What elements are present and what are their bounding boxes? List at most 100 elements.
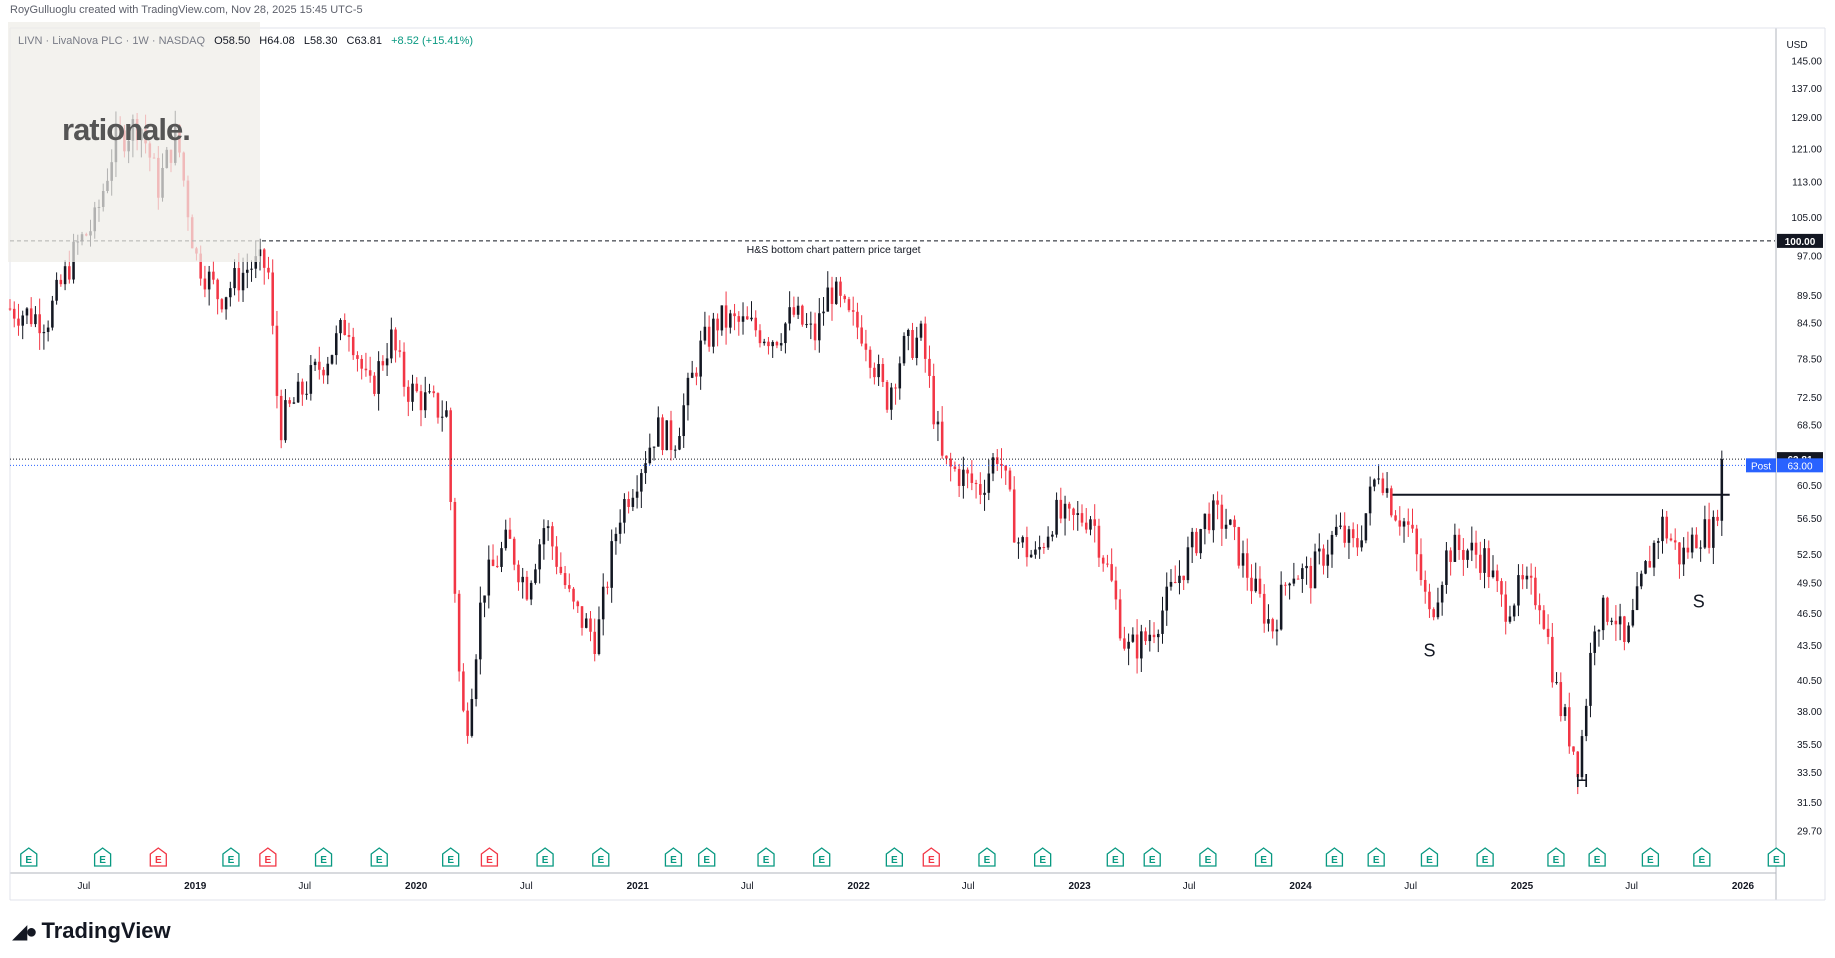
candle-body	[1343, 525, 1346, 543]
candle-body	[1084, 522, 1088, 530]
candle-body	[703, 326, 707, 341]
candle-body	[534, 569, 537, 583]
candle-body	[1534, 577, 1537, 606]
earnings-icon[interactable]: E	[1420, 847, 1439, 867]
candle-body	[1275, 629, 1279, 632]
earnings-icon[interactable]: E	[757, 847, 775, 867]
earnings-icon[interactable]: E	[1199, 847, 1217, 867]
earnings-icon-letter: E	[1553, 855, 1560, 866]
candle-body	[1076, 513, 1080, 515]
candle-body	[25, 308, 29, 316]
earnings-icon[interactable]: E	[1476, 847, 1494, 867]
earnings-icon[interactable]: E	[222, 847, 240, 867]
earnings-icon[interactable]: E	[813, 847, 831, 867]
price-tick-label: 31.50	[1797, 798, 1822, 809]
earnings-icon[interactable]: E	[885, 847, 904, 867]
earnings-icon[interactable]: E	[536, 847, 554, 867]
earnings-icon[interactable]: E	[922, 847, 940, 867]
earnings-icon[interactable]: E	[1254, 847, 1273, 867]
candle-body	[991, 457, 995, 474]
earnings-icon[interactable]: E	[1588, 847, 1606, 867]
candle-body	[1364, 513, 1368, 541]
candle-body	[1123, 638, 1126, 649]
earnings-icon[interactable]: E	[370, 847, 388, 867]
time-tick-label: 2019	[184, 881, 207, 892]
earnings-icon[interactable]: E	[1641, 847, 1660, 867]
earnings-icon-letter: E	[891, 855, 898, 866]
candle-body	[390, 329, 393, 359]
candle-body	[1216, 500, 1219, 505]
candle-body	[1381, 478, 1385, 493]
candle-body	[1707, 519, 1711, 548]
candle-body	[1597, 630, 1601, 632]
candle-body	[1118, 599, 1122, 639]
earnings-icon[interactable]: E	[698, 847, 716, 867]
symbol-legend[interactable]: LIVN · LivaNova PLC · 1W · NASDAQ O58.50…	[18, 35, 479, 47]
candle-body	[1233, 519, 1236, 528]
price-tick-label: 121.00	[1791, 144, 1822, 155]
earnings-icon-letter: E	[1773, 855, 1780, 866]
candle-body	[559, 566, 563, 574]
candle-body	[1402, 521, 1406, 527]
earnings-icon[interactable]: E	[480, 847, 499, 867]
earnings-icon[interactable]: E	[1767, 847, 1785, 867]
earnings-icon-shape	[1325, 847, 1344, 867]
price-axis[interactable]: 145.00 137.00 129.00 121.00 113.00 105.00 97.0…	[1791, 56, 1822, 837]
earnings-icon[interactable]: E	[149, 847, 167, 867]
candle-body	[1021, 537, 1024, 543]
candle-body	[788, 307, 791, 324]
candle-body	[1385, 488, 1389, 493]
earnings-icon[interactable]: E	[1034, 847, 1052, 867]
candle-body	[301, 381, 304, 395]
earnings-icon[interactable]: E	[314, 847, 333, 867]
earnings-icon-letter: E	[1260, 855, 1267, 866]
candle-body	[360, 358, 363, 369]
candle-body	[356, 355, 359, 359]
earnings-icon[interactable]: E	[592, 847, 610, 867]
earnings-icon[interactable]: E	[1143, 847, 1161, 867]
candle-body	[423, 392, 427, 411]
candle-body	[1178, 575, 1181, 584]
candle-body	[1097, 525, 1101, 558]
time-tick-label: 2022	[848, 881, 871, 892]
pattern-label: H	[1575, 771, 1588, 791]
candle-body	[767, 341, 770, 347]
tradingview-icon: ◢●	[12, 920, 38, 943]
price-tick-label: 43.50	[1797, 641, 1822, 652]
earnings-icon[interactable]: E	[442, 847, 460, 867]
candle-body	[940, 421, 944, 456]
earnings-icon[interactable]: E	[1547, 847, 1565, 867]
earnings-icon[interactable]: E	[664, 847, 683, 867]
candle-body	[890, 387, 893, 410]
time-axis[interactable]: Jul 2019 Jul 2020 Jul 2021 Jul 2022 Jul 2023 Jul 20…	[77, 881, 1754, 892]
earnings-icon[interactable]: E	[20, 847, 38, 867]
candle-body	[1237, 527, 1241, 566]
symbol-name[interactable]: LIVN · LivaNova PLC · 1W · NASDAQ	[18, 35, 206, 47]
candle-body	[1309, 565, 1313, 589]
earnings-icon-letter: E	[1149, 855, 1156, 866]
candle-body	[1720, 459, 1724, 521]
earnings-icon[interactable]: E	[978, 847, 996, 867]
earnings-icon[interactable]: E	[1367, 847, 1385, 867]
plot-area[interactable]	[10, 28, 1775, 868]
candle-body	[699, 340, 702, 377]
earnings-icon[interactable]: E	[1106, 847, 1124, 867]
earnings-icon-letter: E	[763, 855, 770, 866]
candle-body	[623, 499, 626, 523]
candle-body	[873, 367, 876, 378]
candle-body	[779, 343, 783, 346]
tradingview-logo[interactable]: ◢● TradingView	[12, 918, 171, 944]
candle-body	[1466, 550, 1469, 560]
earnings-icon[interactable]: E	[93, 847, 112, 867]
candle-body	[487, 559, 491, 596]
candle-body	[1161, 610, 1164, 634]
earnings-icon-shape	[1476, 847, 1494, 867]
earnings-icon[interactable]: E	[1693, 847, 1711, 867]
earnings-icon[interactable]: E	[259, 847, 277, 867]
earnings-icon[interactable]: E	[1325, 847, 1344, 867]
candle-body	[720, 305, 724, 331]
candle-body	[1576, 751, 1580, 778]
candle-body	[1063, 503, 1067, 519]
candle-body	[657, 417, 660, 447]
